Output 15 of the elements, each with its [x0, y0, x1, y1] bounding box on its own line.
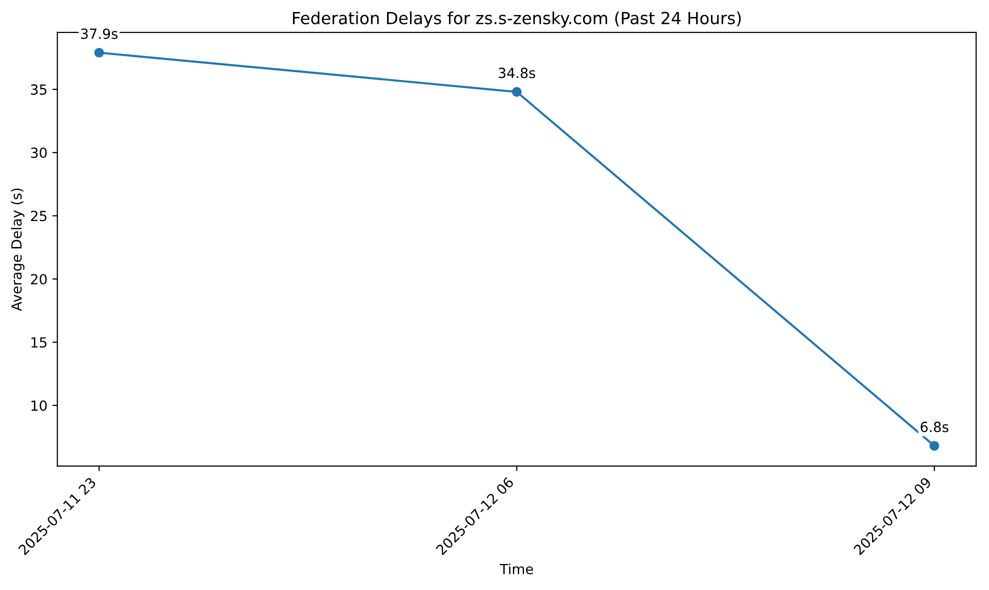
x-axis-title: Time — [500, 564, 534, 574]
point — [512, 87, 522, 97]
y-tick-label: 20 — [30, 274, 47, 284]
y-tick-label: 15 — [31, 337, 46, 348]
y-tick-label: 35 — [31, 84, 46, 95]
y-tick-label: 10 — [31, 400, 47, 411]
point — [94, 48, 104, 58]
data-label: 6.8s — [920, 422, 948, 432]
y-tick-label: 25 — [30, 210, 46, 222]
y-axis-title: Average Delay (s) — [10, 188, 24, 312]
data-label: 34.8s — [498, 68, 536, 78]
chart-title: Federation Delays for zs.s-zensky.com (Past 24 Hours) — [292, 11, 741, 28]
data-label: 37.9s — [81, 28, 118, 39]
point — [930, 441, 940, 451]
y-tick-label: 30 — [31, 148, 47, 158]
